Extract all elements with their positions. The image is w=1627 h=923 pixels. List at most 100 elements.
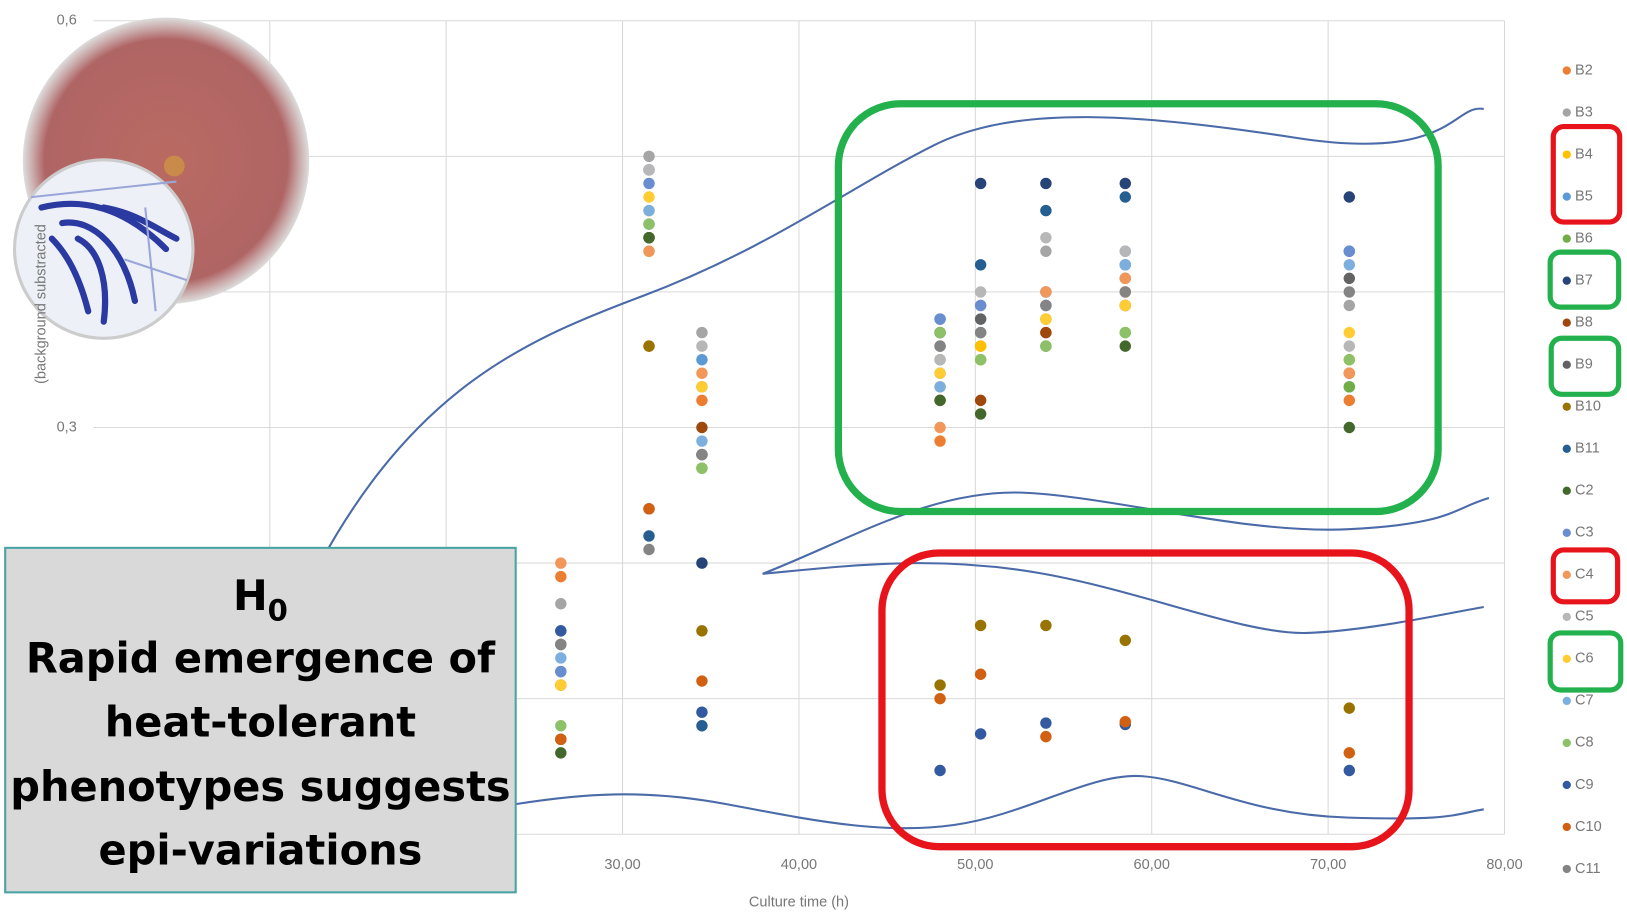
- point: [1119, 177, 1131, 190]
- point: [555, 598, 567, 610]
- point: [696, 557, 708, 569]
- legend-label: B7: [1575, 272, 1593, 288]
- point: [1119, 191, 1131, 203]
- point: [1040, 299, 1052, 312]
- point: [1040, 326, 1052, 339]
- point: [1343, 191, 1356, 203]
- point: [696, 421, 708, 434]
- legend-highlight: [1550, 547, 1621, 605]
- point: [1119, 340, 1131, 352]
- point: [1040, 204, 1052, 217]
- x-axis-label: Culture time (h): [749, 895, 849, 911]
- legend-marker: [1562, 318, 1571, 327]
- point: [1040, 717, 1052, 729]
- point: [1040, 313, 1052, 325]
- subscript: 0: [268, 593, 288, 627]
- x-tick-label: 40,00: [781, 857, 817, 873]
- legend-marker: [1562, 864, 1571, 874]
- point: [1119, 259, 1131, 271]
- legend-marker: [1562, 822, 1571, 832]
- point: [696, 394, 708, 407]
- legend-label: B10: [1575, 399, 1601, 415]
- callout-line: Rapid emergence of: [26, 633, 496, 682]
- point: [934, 435, 946, 447]
- point: [643, 503, 655, 515]
- point: [1119, 245, 1131, 257]
- point: [1119, 272, 1131, 285]
- point: [974, 299, 987, 312]
- legend-label: C8: [1575, 735, 1594, 751]
- legend-marker: [1562, 276, 1571, 285]
- point: [1119, 299, 1131, 312]
- legend-label: C4: [1575, 567, 1594, 583]
- point: [643, 340, 655, 352]
- point: [1343, 421, 1356, 434]
- point: [934, 764, 946, 777]
- legend-highlight: [1547, 630, 1624, 693]
- point: [696, 435, 708, 447]
- point: [934, 326, 946, 339]
- point: [974, 394, 987, 407]
- legend-label: B2: [1575, 62, 1593, 78]
- point: [555, 625, 567, 637]
- point: [934, 340, 946, 352]
- point: [555, 679, 567, 691]
- point: [1343, 272, 1356, 285]
- legend-marker: [1562, 402, 1571, 411]
- curve: [762, 562, 1484, 634]
- point: [1119, 286, 1131, 298]
- petri-images: [12, 17, 310, 340]
- point: [934, 313, 946, 325]
- point: [934, 679, 946, 691]
- point: [643, 231, 655, 244]
- legend-highlight: [1550, 123, 1623, 225]
- legend-label: B9: [1575, 357, 1593, 373]
- legend-marker: [1562, 66, 1571, 75]
- spore: [100, 204, 180, 242]
- point: [555, 733, 567, 746]
- callout-symbol: H0: [233, 571, 288, 627]
- point: [555, 652, 567, 664]
- point: [934, 421, 946, 434]
- legend-marker: [1562, 444, 1571, 453]
- point: [1040, 730, 1052, 743]
- legend-marker: [1562, 192, 1571, 201]
- point: [974, 668, 987, 680]
- legend-label: C2: [1575, 483, 1594, 499]
- legend: B2 B3 B4 B5 B6 B7 B8 B9 B10 B11 C2 C3 C4 C5 C6 C7 C8 C9 C1…: [1562, 62, 1602, 877]
- legend-marker: [1562, 234, 1571, 243]
- point: [696, 625, 708, 637]
- point: [643, 150, 655, 163]
- legend-marker: [1562, 360, 1571, 369]
- point: [934, 381, 946, 393]
- point: [974, 313, 987, 325]
- point: [1343, 286, 1356, 298]
- point: [1040, 231, 1052, 244]
- point: [696, 462, 708, 474]
- callout: H0 Rapid emergence of heat-tolerant phen…: [4, 546, 517, 894]
- legend-label: C7: [1575, 693, 1594, 709]
- point: [974, 353, 987, 366]
- point: [1343, 259, 1356, 271]
- point: [696, 381, 708, 393]
- point: [643, 530, 655, 542]
- y-tick-label: 0,6: [57, 13, 77, 29]
- x-tick-label: 70,00: [1310, 857, 1346, 873]
- legend-marker: [1562, 528, 1571, 537]
- point: [1343, 367, 1356, 379]
- legend-marker: [1562, 570, 1571, 579]
- point: [1343, 747, 1356, 759]
- legend-label: C6: [1575, 651, 1594, 667]
- callout-line: phenotypes suggests: [10, 762, 510, 811]
- point: [1343, 326, 1356, 339]
- x-tick-label: 50,00: [957, 857, 993, 873]
- point: [974, 728, 987, 740]
- point: [696, 353, 708, 366]
- legend-label: C11: [1575, 861, 1601, 877]
- point: [974, 340, 987, 352]
- point: [696, 367, 708, 379]
- legend-marker: [1562, 738, 1571, 748]
- point: [696, 675, 708, 687]
- curve: [289, 107, 1484, 623]
